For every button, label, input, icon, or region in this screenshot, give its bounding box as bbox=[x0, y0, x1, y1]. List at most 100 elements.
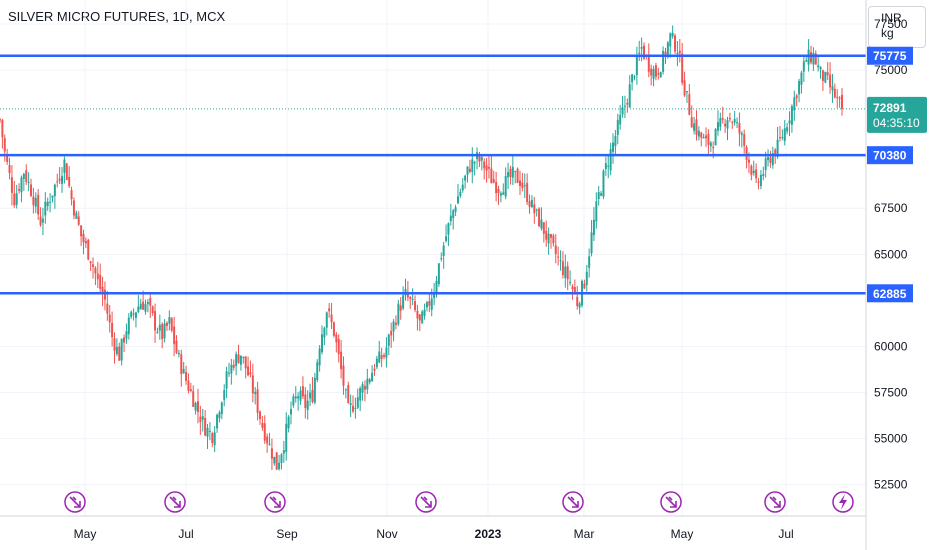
candle-body bbox=[294, 396, 297, 399]
candle-body bbox=[266, 436, 269, 444]
candle-body bbox=[342, 365, 345, 386]
dividend-event-icon[interactable] bbox=[164, 491, 186, 513]
earnings-event-icon[interactable] bbox=[832, 491, 854, 513]
candle-body bbox=[371, 372, 374, 382]
candle-body bbox=[421, 311, 424, 324]
candle-body bbox=[798, 81, 801, 95]
candle-body bbox=[418, 314, 421, 321]
candle-body bbox=[561, 261, 564, 276]
candle-body bbox=[278, 462, 281, 470]
currency-label: INR bbox=[881, 11, 902, 25]
arrow-icon bbox=[665, 496, 677, 508]
dividend-event-icon[interactable] bbox=[764, 491, 786, 513]
candle-body bbox=[68, 176, 71, 187]
candle-body bbox=[323, 327, 326, 338]
candle-body bbox=[430, 298, 433, 310]
candle-body bbox=[373, 368, 376, 371]
arrow-icon bbox=[420, 496, 432, 508]
candle-body bbox=[175, 340, 178, 353]
candle-body bbox=[34, 197, 37, 207]
candle-body bbox=[473, 162, 476, 164]
candle-body bbox=[232, 364, 235, 368]
candle-body bbox=[142, 301, 145, 310]
x-tick-label: 2023 bbox=[475, 527, 502, 541]
candle-body bbox=[151, 306, 154, 314]
candle-body bbox=[518, 180, 521, 187]
candle-body bbox=[330, 314, 333, 323]
horizontal-lines[interactable] bbox=[0, 54, 866, 295]
candle-body bbox=[39, 216, 42, 226]
candle-body bbox=[75, 212, 78, 219]
candle-body bbox=[292, 396, 295, 406]
candle-body bbox=[290, 409, 293, 415]
candle-body bbox=[216, 414, 219, 429]
candle-body bbox=[464, 175, 467, 181]
candle-body bbox=[468, 168, 471, 172]
symbol-title[interactable]: SILVER MICRO FUTURES, 1D, MCX bbox=[8, 9, 226, 24]
candle-body bbox=[280, 454, 283, 464]
candle-body bbox=[743, 134, 746, 146]
candle-body bbox=[84, 240, 87, 244]
last-price-label: 72891 bbox=[873, 101, 907, 115]
candle-body bbox=[821, 70, 824, 81]
candle-body bbox=[590, 232, 593, 254]
candle-body bbox=[375, 358, 378, 368]
candle-body bbox=[22, 173, 25, 179]
candle-body bbox=[387, 334, 390, 346]
event-markers[interactable] bbox=[64, 491, 854, 513]
candle-body bbox=[328, 308, 331, 312]
candle-body bbox=[325, 312, 328, 328]
candle-body bbox=[786, 127, 789, 132]
price-axis[interactable]: 77500 75000 67500 65000 60000 57500 55000 52500 bbox=[874, 17, 908, 492]
candle-body bbox=[526, 183, 529, 203]
time-axis[interactable]: May Jul Sep Nov 2023 Mar May Jul bbox=[74, 527, 794, 541]
candle-body bbox=[301, 386, 304, 397]
dividend-event-icon[interactable] bbox=[64, 491, 86, 513]
candle-body bbox=[542, 222, 545, 234]
candle-body bbox=[552, 235, 555, 244]
candle-body bbox=[199, 416, 202, 423]
candle-body bbox=[402, 295, 405, 309]
candle-body bbox=[750, 165, 753, 175]
dividend-event-icon[interactable] bbox=[660, 491, 682, 513]
candle-body bbox=[220, 402, 223, 414]
x-tick-label: Jul bbox=[778, 527, 793, 541]
candle-body bbox=[366, 378, 369, 390]
candle-body bbox=[409, 297, 412, 299]
candle-body bbox=[654, 65, 657, 77]
candle-body bbox=[745, 147, 748, 160]
y-tick-label: 67500 bbox=[874, 201, 908, 215]
candle-body bbox=[812, 53, 815, 65]
candle-body bbox=[127, 317, 130, 335]
candle-body bbox=[697, 130, 700, 137]
dividend-event-icon[interactable] bbox=[264, 491, 286, 513]
arrow-tail-icon bbox=[172, 496, 177, 501]
candle-body bbox=[49, 201, 52, 203]
candle-body bbox=[287, 416, 290, 429]
candle-body bbox=[392, 321, 395, 332]
candle-body bbox=[63, 159, 66, 173]
candle-body bbox=[643, 45, 646, 59]
candle-body bbox=[282, 450, 285, 454]
dividend-event-icon[interactable] bbox=[562, 491, 584, 513]
candle-body bbox=[662, 51, 665, 72]
candle-body bbox=[759, 174, 762, 186]
candle-body bbox=[521, 182, 524, 189]
candle-body bbox=[182, 368, 185, 374]
candle-body bbox=[306, 400, 309, 410]
candle-body bbox=[180, 354, 183, 375]
candle-body bbox=[487, 166, 490, 169]
candle-body bbox=[702, 137, 705, 139]
x-tick-label: Sep bbox=[276, 527, 298, 541]
dividend-event-icon[interactable] bbox=[415, 491, 437, 513]
candle-body bbox=[485, 165, 488, 171]
x-tick-label: Jul bbox=[178, 527, 193, 541]
candle-body bbox=[623, 105, 626, 107]
candle-body bbox=[146, 302, 149, 305]
candle-body bbox=[762, 173, 765, 176]
candle-body bbox=[297, 396, 300, 399]
hline-price-label: 70380 bbox=[873, 149, 907, 163]
candle-body bbox=[80, 225, 83, 237]
candle-body bbox=[99, 274, 102, 289]
